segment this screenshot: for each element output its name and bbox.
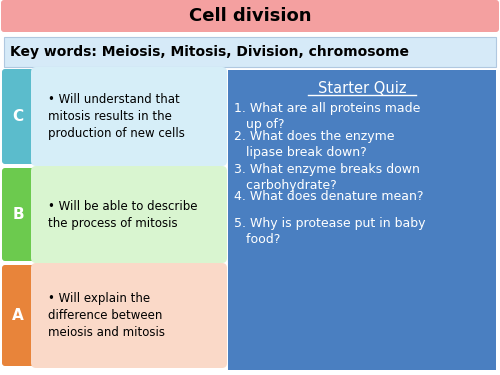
Text: 1. What are all proteins made
   up of?: 1. What are all proteins made up of? [234,102,420,131]
Text: 5. Why is protease put in baby
   food?: 5. Why is protease put in baby food? [234,217,426,246]
Text: 2. What does the enzyme
   lipase break down?: 2. What does the enzyme lipase break dow… [234,130,394,159]
Text: 4. What does denature mean?: 4. What does denature mean? [234,190,424,203]
Text: • Will explain the
difference between
meiosis and mitosis: • Will explain the difference between me… [48,292,165,339]
Text: • Will understand that
mitosis results in the
production of new cells: • Will understand that mitosis results i… [48,93,185,140]
Text: 3. What enzyme breaks down
   carbohydrate?: 3. What enzyme breaks down carbohydrate? [234,163,420,192]
FancyBboxPatch shape [2,265,34,366]
Text: B: B [12,207,24,222]
Text: Cell division: Cell division [189,7,311,25]
FancyBboxPatch shape [31,166,227,263]
Text: Key words: Meiosis, Mitosis, Division, chromosome: Key words: Meiosis, Mitosis, Division, c… [10,45,409,59]
Text: C: C [12,109,24,124]
FancyBboxPatch shape [2,168,34,261]
FancyBboxPatch shape [4,37,496,67]
Text: Starter Quiz: Starter Quiz [318,81,406,96]
FancyBboxPatch shape [31,67,227,166]
Text: • Will be able to describe
the process of mitosis: • Will be able to describe the process o… [48,200,198,230]
FancyBboxPatch shape [31,263,227,368]
FancyBboxPatch shape [2,69,34,164]
FancyBboxPatch shape [1,0,499,32]
FancyBboxPatch shape [228,70,496,370]
Text: A: A [12,308,24,323]
